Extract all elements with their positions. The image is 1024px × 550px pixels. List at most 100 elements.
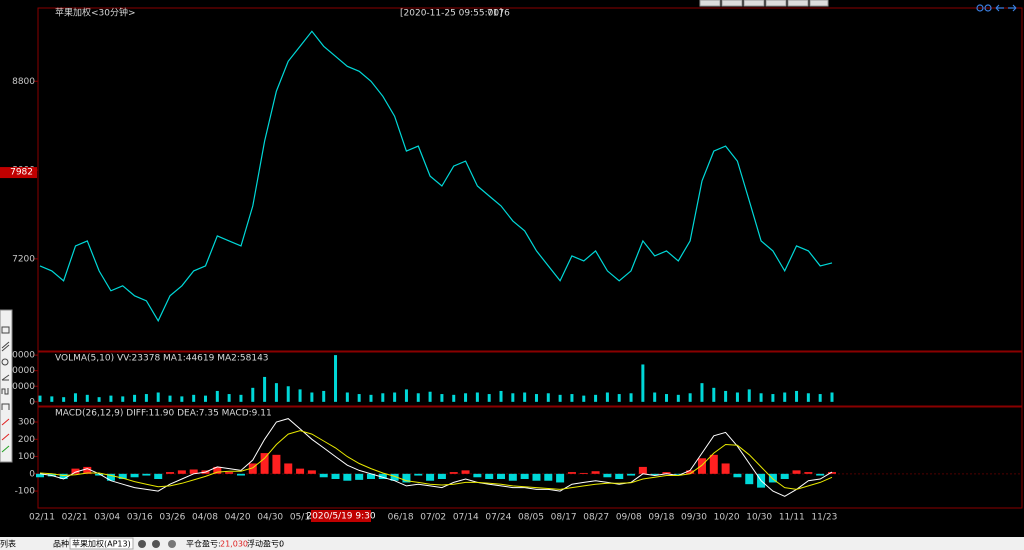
macd-bar (544, 473, 553, 481)
volume-bar (85, 394, 89, 402)
macd-line (39, 418, 833, 497)
macd-bar (142, 473, 151, 476)
y-tick-label: 200 (18, 435, 35, 445)
macd-bar (248, 463, 257, 474)
macd-bar (307, 470, 316, 474)
volume-bar (641, 364, 645, 402)
macd-bar (674, 473, 683, 475)
y-tick-label: 0 (29, 397, 35, 407)
y-tick-label: 8800 (12, 77, 35, 87)
y-tick-label: 300 (18, 418, 35, 428)
status-tab[interactable]: 列表 (0, 539, 16, 549)
volume-bar (759, 393, 763, 402)
y-tick-label: 100 (18, 452, 35, 462)
macd-bar (591, 471, 600, 474)
volume-bar (133, 394, 137, 402)
macd-bar (296, 468, 305, 474)
volume-bar (404, 389, 408, 402)
volume-bar (440, 394, 444, 402)
volume-bar (712, 387, 716, 402)
macd-bar (426, 473, 435, 481)
panel-frames (37, 7, 1023, 509)
volume-bar (274, 383, 278, 402)
volume-bar (523, 392, 527, 402)
macd-bar (780, 473, 789, 479)
x-tick-label: 11/23 (811, 513, 837, 523)
volume-bar (215, 390, 219, 402)
y-tick-label: 7200 (12, 254, 35, 264)
volume-bar (416, 393, 420, 402)
macd-bar (213, 466, 222, 474)
symbol-select[interactable]: 苹果加权(AP13) (72, 539, 131, 549)
volume-bar (617, 394, 621, 402)
zoom-icons[interactable] (976, 4, 1017, 12)
float-pnl: 0 (279, 540, 284, 549)
macd-bar (284, 463, 293, 474)
macd-bar (520, 473, 529, 479)
volume-bar (665, 394, 669, 402)
volume-bar (298, 389, 302, 402)
y-tick-label: 0 (29, 469, 35, 479)
macd-bar (567, 472, 576, 474)
macd-bar (83, 466, 92, 474)
status-bar: 列表 品种: 苹果加权(AP13) 平仓盈亏: 21,030 浮动盈亏: 0 (0, 537, 1024, 550)
x-tick-label: 04/20 (225, 513, 251, 523)
macd-bar (449, 472, 458, 474)
macd-bar (106, 473, 115, 481)
macd-bar (603, 473, 612, 478)
volume-bar (121, 396, 125, 402)
x-tick-label: 08/27 (583, 513, 609, 523)
volume-bar (322, 390, 326, 402)
macd-bar (154, 473, 163, 479)
macd-bar (319, 473, 328, 478)
macd-bar (721, 463, 730, 474)
closed-pnl: 21,030 (220, 540, 248, 549)
macd-bar (650, 473, 659, 476)
volume-bar (310, 392, 314, 402)
volume-bar (38, 395, 42, 402)
volume-bar (239, 394, 243, 402)
volume-bar (369, 394, 373, 402)
volume-bar (771, 394, 775, 402)
volume-bar (50, 396, 54, 402)
x-tick-label: 03/26 (159, 513, 185, 523)
macd-bar (497, 473, 506, 479)
macd-bar (532, 473, 541, 481)
left-toolbar[interactable] (0, 309, 13, 463)
volume-bar (62, 397, 66, 402)
price-marker-label: 7982 (10, 168, 33, 178)
top-toolbar (699, 0, 829, 7)
macd-bar (177, 470, 186, 474)
x-tick-label: 09/30 (681, 513, 707, 523)
volume-title: VOLMA(5,10) VV:23378 MA1:44619 MA2:58143 (55, 354, 269, 364)
macd-bar (485, 473, 494, 479)
macd-bar (627, 473, 636, 476)
volume-bar (747, 389, 751, 402)
volume-bar (97, 397, 101, 402)
macd-bar (686, 470, 695, 474)
volume-bar (428, 391, 432, 402)
volume-bar (475, 392, 479, 402)
volume-bar (180, 396, 184, 402)
volume-bar (345, 392, 349, 402)
volume-bar (818, 394, 822, 402)
price-marker-box (0, 167, 37, 179)
macd-bar (508, 473, 517, 481)
volume-bar (582, 395, 586, 402)
x-tick-label: 03/16 (127, 513, 153, 523)
macd-bar (118, 473, 127, 479)
volume-bar (676, 394, 680, 402)
macd-bar (792, 470, 801, 474)
volume-bar (724, 390, 728, 402)
macd-bar (768, 473, 777, 483)
volume-bar (227, 394, 231, 402)
macd-bar (378, 473, 387, 479)
macd-bar (366, 473, 375, 479)
volume-bar (156, 392, 160, 402)
volume-bar (286, 386, 290, 402)
price-line (39, 30, 833, 323)
volume-bar (546, 393, 550, 402)
volume-bar (594, 394, 598, 402)
x-tick-label: 06/18 (388, 513, 414, 523)
